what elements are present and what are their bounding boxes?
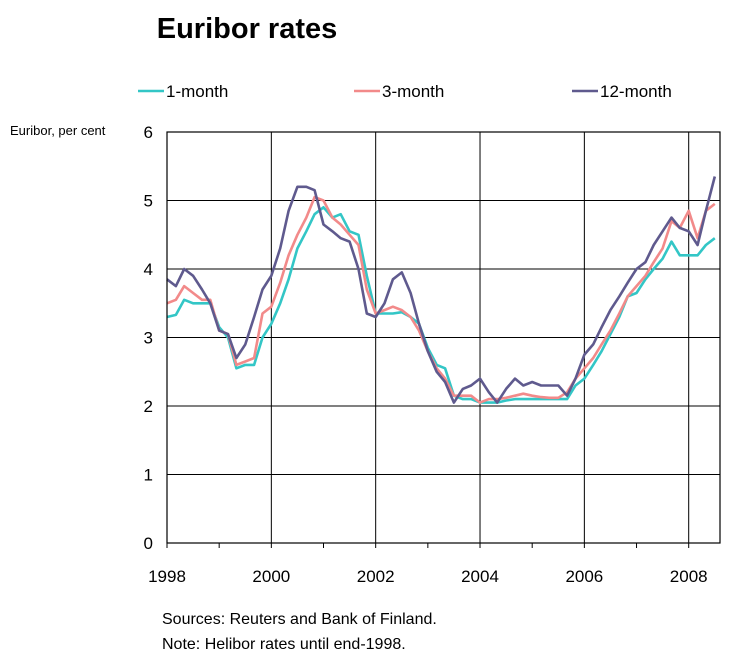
y-tick-label: 4 (144, 260, 153, 279)
series-layer (166, 176, 717, 404)
x-tick-label: 2000 (252, 567, 290, 586)
helibor-note: Note: Helibor rates until end-1998. (162, 636, 406, 653)
y-tick-label: 3 (144, 329, 153, 348)
chart-title: Euribor rates (157, 13, 338, 45)
y-tick-label: 6 (144, 123, 153, 142)
y-tick-label: 0 (144, 534, 153, 553)
tick-labels: 0 1 2 3 4 5 6 1998 2000 2002 2004 2006 2008 (144, 123, 708, 586)
x-tick-label: 2002 (357, 567, 395, 586)
axis-ticks (166, 543, 690, 548)
legend-label: 3-month (382, 82, 444, 101)
series-line-3-month (166, 195, 716, 404)
legend-label: 1-month (166, 82, 228, 101)
grid (167, 132, 720, 543)
y-tick-label: 2 (144, 397, 153, 416)
series-line-12-month (166, 176, 717, 404)
y-tick-label: 5 (144, 192, 153, 211)
legend: 1-month 3-month 12-month (138, 82, 672, 101)
plot-frame (166, 131, 721, 544)
legend-label: 12-month (600, 82, 672, 101)
x-tick-label: 1998 (148, 567, 186, 586)
x-tick-label: 2006 (565, 567, 603, 586)
x-tick-label: 2008 (670, 567, 708, 586)
y-axis-label: Euribor, per cent (10, 123, 106, 138)
y-tick-label: 1 (144, 466, 153, 485)
sources-note: Sources: Reuters and Bank of Finland. (162, 611, 437, 628)
x-tick-label: 2004 (461, 567, 499, 586)
